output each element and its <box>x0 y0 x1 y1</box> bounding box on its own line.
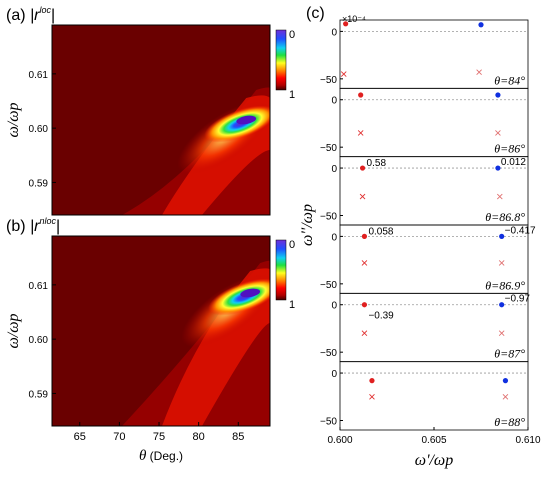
y-tick-label: 0.59 <box>29 389 49 400</box>
pink-x-mark <box>496 193 503 200</box>
y-tick-label: 0.60 <box>29 335 49 346</box>
subpanel: 0 −50 θ=88° <box>320 361 529 431</box>
pink-x-mark <box>498 260 505 266</box>
blue-annotation: −0.417 <box>505 225 536 236</box>
x-axis-label: ω'/ωp <box>415 452 453 469</box>
blue-dot <box>495 165 501 171</box>
theta-label: θ=86° <box>494 142 525 156</box>
red-dot <box>359 165 366 171</box>
pink-x-mark <box>502 393 509 400</box>
theta-label: θ=87° <box>494 347 525 361</box>
y-tick-label: 0 <box>331 369 337 380</box>
y-tick-label: 0 <box>331 96 337 107</box>
x-tick-label: 85 <box>232 431 244 443</box>
heatmap-frame <box>51 24 271 216</box>
theta-label: θ=88° <box>494 415 525 429</box>
red-annotation: −0.39 <box>368 311 394 322</box>
subpanel: 0 −50 −0.39 −0.97 θ=87° <box>320 292 531 363</box>
y-tick-label: −50 <box>320 348 337 359</box>
theta-label: θ=86.9° <box>485 278 525 292</box>
subpanel: 0 −50 0.58 0.012 θ=86.8° <box>320 156 529 226</box>
colorbar-top-label: 0 <box>289 239 295 251</box>
heatmap-core <box>236 115 257 125</box>
y-tick-label: 0 <box>331 27 337 38</box>
red-dot <box>343 21 349 27</box>
y-tick-label: −50 <box>320 417 337 428</box>
red-annotation: 0.058 <box>368 226 393 237</box>
y-tick-label: 0.59 <box>29 178 49 189</box>
blue-dot <box>499 233 505 239</box>
colorbar <box>275 29 287 91</box>
y-tick-label: 0 <box>331 164 337 175</box>
y-tick-label: −50 <box>320 280 337 291</box>
x-tick-label: 80 <box>193 431 205 443</box>
red-x-mark <box>361 330 368 337</box>
y-axis-label: ω/ωp <box>5 102 22 137</box>
red-x-mark <box>357 130 364 136</box>
y-axis-label: ω''/ωp <box>299 204 316 246</box>
subpanel: 0 −50 θ=84° <box>320 19 529 89</box>
y-axis-label: ω/ωp <box>5 313 22 348</box>
x-tick-label: 0.610 <box>515 435 540 446</box>
colorbar-bottom-label: 1 <box>289 89 295 101</box>
heatmap-a <box>52 25 270 215</box>
colorbar-top-label: 0 <box>289 29 295 41</box>
y-tick-label: 0 <box>331 301 337 312</box>
heatmap-b <box>52 236 270 426</box>
subpanel: 0 −50 0.058 −0.417 θ=86.9° <box>320 224 536 294</box>
x-tick-label: 0.600 <box>327 435 352 446</box>
panel-title: (c) <box>306 5 325 22</box>
red-x-mark <box>361 260 368 266</box>
colorbar-bottom-label: 1 <box>289 299 295 311</box>
x-tick-label: 65 <box>74 431 86 443</box>
pink-x-mark <box>495 130 501 136</box>
x-tick-label: 70 <box>113 431 125 443</box>
red-dot <box>358 92 364 98</box>
y-tick-label: 0.60 <box>29 124 49 135</box>
blue-dot <box>502 378 509 384</box>
y-tick-label: 0.61 <box>29 281 49 292</box>
y-tick-label: −50 <box>320 143 337 154</box>
blue-dot <box>499 302 505 308</box>
panel-title: (a) |rloc| <box>6 5 55 24</box>
red-x-mark <box>340 71 347 77</box>
red-dot <box>361 302 368 308</box>
heatmap-frame <box>51 235 271 427</box>
scale-label: ×10⁻⁴ <box>342 14 366 24</box>
red-annotation: 0.58 <box>367 158 387 169</box>
y-tick-label: 0 <box>331 232 337 243</box>
blue-dot <box>495 92 501 98</box>
heatmap-core <box>240 288 261 298</box>
theta-label: θ=86.8° <box>485 210 525 224</box>
y-tick-label: −50 <box>320 212 337 223</box>
subpanel: 0 −50 θ=86° <box>320 87 529 158</box>
red-dot <box>361 233 368 239</box>
blue-annotation: 0.012 <box>501 157 526 168</box>
pink-x-mark <box>498 330 505 337</box>
x-tick-label: 0.605 <box>421 435 446 446</box>
blue-annotation: −0.97 <box>505 294 531 305</box>
red-x-mark <box>369 393 375 400</box>
red-x-mark <box>359 193 366 200</box>
red-dot <box>369 378 375 384</box>
y-tick-label: 0.61 <box>29 70 49 81</box>
pink-x-mark <box>476 69 482 76</box>
y-tick-label: −50 <box>320 75 337 86</box>
panel-title: (b) |rnloc| <box>6 216 60 235</box>
x-axis-label: θ (Deg.) <box>139 448 183 464</box>
colorbar <box>275 239 287 301</box>
blue-dot <box>478 22 484 28</box>
x-tick-label: 75 <box>153 431 165 443</box>
theta-label: θ=84° <box>494 73 525 87</box>
